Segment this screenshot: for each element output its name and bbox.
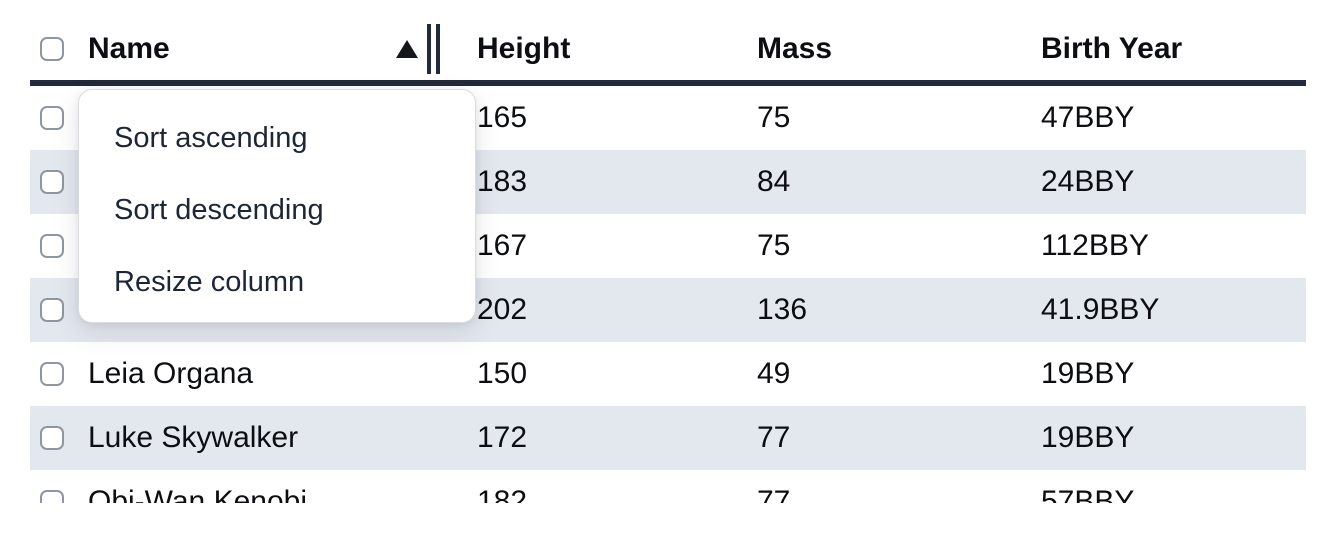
column-header-birth-year[interactable]: Birth Year (1041, 32, 1183, 65)
row-checkbox[interactable] (40, 106, 64, 130)
cell-mass: 49 (757, 357, 791, 390)
cell-name: Obi-Wan Kenobi (88, 485, 307, 503)
sort-ascending-icon (396, 40, 418, 58)
cell-mass: 77 (757, 485, 791, 503)
table-header-row: Name Height Mass Birth Year (30, 18, 1306, 86)
select-all-cell (30, 37, 88, 61)
cell-mass: 75 (757, 229, 791, 262)
resize-bar-icon (436, 24, 440, 74)
row-checkbox[interactable] (40, 234, 64, 258)
cell-height: 165 (477, 101, 528, 134)
cell-height: 172 (477, 421, 528, 454)
cell-birth-year: 19BBY (1041, 421, 1135, 454)
column-header-height[interactable]: Height (477, 32, 571, 65)
row-checkbox[interactable] (40, 426, 64, 450)
cell-name: Leia Organa (88, 357, 254, 390)
column-resize-handle[interactable] (427, 24, 440, 74)
cell-height: 183 (477, 165, 528, 198)
cell-mass: 77 (757, 421, 791, 454)
cell-height: 150 (477, 357, 528, 390)
cell-mass: 84 (757, 165, 791, 198)
row-checkbox[interactable] (40, 170, 64, 194)
row-checkbox[interactable] (40, 490, 64, 503)
table-row: Luke Skywalker 172 77 19BBY (30, 406, 1306, 470)
row-checkbox[interactable] (40, 298, 64, 322)
menu-item-sort-ascending[interactable]: Sort ascending (114, 121, 308, 154)
cell-birth-year: 24BBY (1041, 165, 1135, 198)
column-header-mass[interactable]: Mass (757, 32, 833, 65)
column-header-name[interactable]: Name (88, 18, 477, 80)
row-checkbox[interactable] (40, 362, 64, 386)
menu-item-sort-descending[interactable]: Sort descending (114, 193, 324, 226)
menu-item-resize-column[interactable]: Resize column (114, 265, 305, 298)
cell-birth-year: 112BBY (1041, 229, 1149, 262)
select-all-checkbox[interactable] (40, 37, 64, 61)
cell-birth-year: 41.9BBY (1041, 293, 1160, 326)
cell-height: 167 (477, 229, 528, 262)
column-header-name-label: Name (88, 32, 170, 65)
cell-height: 202 (477, 293, 528, 326)
cell-mass: 136 (757, 293, 808, 326)
column-context-menu: Sort ascending Sort descending Resize co… (78, 89, 476, 323)
cell-birth-year: 57BBY (1041, 485, 1135, 503)
cell-height: 182 (477, 485, 528, 503)
cell-name: Luke Skywalker (88, 421, 299, 454)
cell-mass: 75 (757, 101, 791, 134)
cell-birth-year: 19BBY (1041, 357, 1135, 390)
resize-bar-icon (427, 24, 431, 74)
table-row: Leia Organa 150 49 19BBY (30, 342, 1306, 406)
cell-birth-year: 47BBY (1041, 101, 1135, 134)
table-row: Obi-Wan Kenobi 182 77 57BBY (30, 470, 1306, 503)
